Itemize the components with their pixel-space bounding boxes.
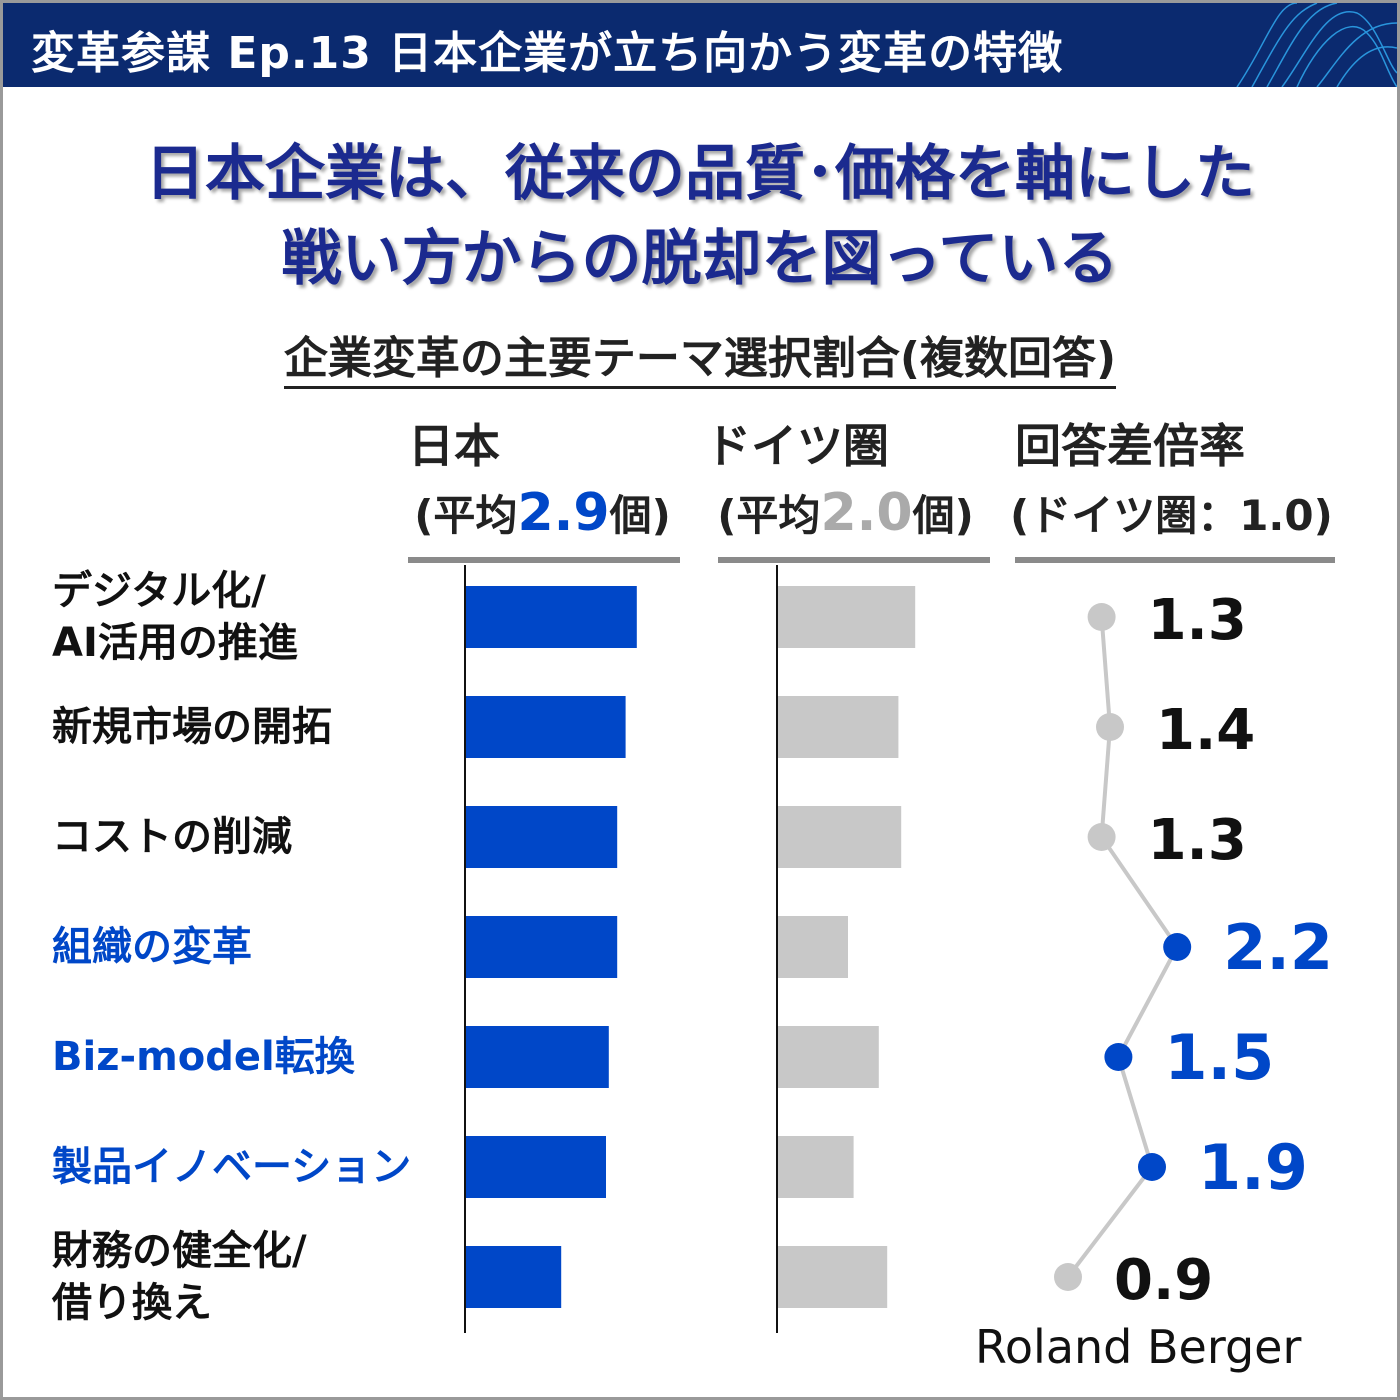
japan-bar: [466, 586, 637, 648]
category-label: コストの削減: [52, 814, 292, 860]
credit-logo: Roland Berger: [975, 1320, 1302, 1374]
japan-average: (平均2.9個): [414, 483, 671, 543]
separator: [1015, 557, 1335, 563]
separator: [718, 557, 990, 563]
germany-bar: [778, 586, 916, 648]
japan-bar: [466, 696, 626, 758]
japan-bar: [466, 916, 618, 978]
category-label: 財務の健全化/借り換え: [52, 1228, 307, 1326]
japan-bar: [466, 1136, 606, 1198]
ratio-header: 回答差倍率: [1015, 419, 1245, 473]
ratio-label: 2.2: [1223, 911, 1333, 984]
ratio-label: 1.4: [1156, 698, 1255, 763]
chart-title: 企業変革の主要テーマ選択割合(複数回答): [0, 322, 1400, 389]
germany-bar: [778, 806, 902, 868]
ratio-label: 1.5: [1164, 1021, 1274, 1094]
ratio-dot: [1096, 713, 1124, 741]
category-label: 新規市場の開拓: [52, 704, 332, 750]
germany-bar: [778, 1246, 888, 1308]
category-label: Biz-model転換: [52, 1034, 355, 1080]
ratio-dot: [1087, 603, 1116, 631]
wave-decoration-icon: [1236, 3, 1397, 87]
ratio-dot: [1163, 933, 1192, 961]
japan-bar: [466, 1026, 609, 1088]
ratio-label: 0.9: [1114, 1248, 1213, 1313]
category-label: 製品イノベーション: [52, 1144, 412, 1190]
ratio-label: 1.3: [1148, 808, 1247, 873]
category-label: デジタル化/AI活用の推進: [52, 568, 298, 666]
ratio-dot: [1054, 1263, 1082, 1291]
japan-bar: [466, 806, 618, 868]
germany-bar: [778, 1136, 854, 1198]
ratio-label: 1.3: [1148, 588, 1247, 653]
headline-line1: 日本企業は、従来の品質･価格を軸にした: [145, 139, 1255, 209]
headline-line2: 戦い方からの脱却を図っている: [281, 224, 1119, 294]
germany-bar: [778, 916, 848, 978]
germany-bar: [778, 1026, 879, 1088]
ratio-label: 1.9: [1198, 1131, 1308, 1204]
ratio-dot: [1087, 823, 1116, 851]
germany-bar: [778, 696, 899, 758]
chart-title-text: 企業変革の主要テーマ選択割合(複数回答): [283, 333, 1117, 389]
ratio-subtitle: (ドイツ圏：1.0): [1010, 491, 1333, 540]
ratio-dot: [1138, 1153, 1166, 1181]
header-title: 変革参謀 Ep.13 日本企業が立ち向かう変革の特徴: [31, 28, 1064, 79]
germany-header: ドイツ圏: [705, 419, 889, 473]
japan-axis: [464, 565, 466, 1333]
category-label: 組織の変革: [52, 924, 252, 970]
japan-header: 日本: [408, 419, 500, 473]
germany-axis: [776, 565, 778, 1333]
ratio-dot: [1104, 1043, 1133, 1071]
germany-average: (平均2.0個): [717, 483, 974, 543]
separator: [408, 557, 680, 563]
header-banner: 変革参謀 Ep.13 日本企業が立ち向かう変革の特徴: [3, 3, 1397, 87]
japan-bar: [466, 1246, 562, 1308]
